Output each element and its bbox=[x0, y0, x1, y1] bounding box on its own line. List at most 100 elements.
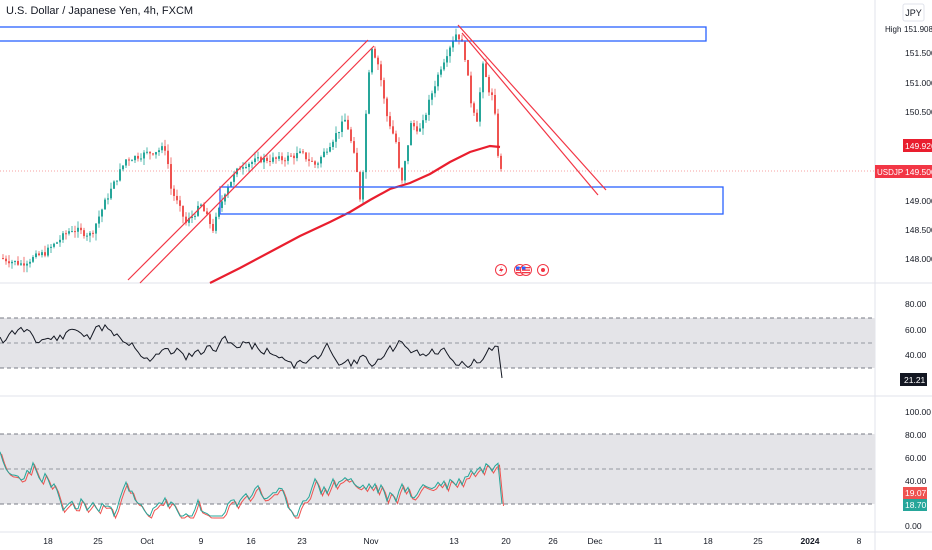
candle-body bbox=[239, 168, 241, 170]
stoch-tick: 0.00 bbox=[905, 521, 922, 531]
falling-channel-upper[interactable] bbox=[457, 24, 607, 191]
candle-body bbox=[377, 57, 379, 65]
candle-body bbox=[164, 146, 166, 151]
stoch-d-badge bbox=[903, 499, 927, 511]
time-label: 13 bbox=[449, 536, 459, 546]
candle-body bbox=[329, 147, 331, 152]
candle-body bbox=[23, 263, 25, 266]
stoch-tick: 80.00 bbox=[905, 430, 927, 440]
candle-body bbox=[149, 151, 151, 154]
price-scale[interactable]: JPY High 151.908 151.500 151.000 150.500… bbox=[875, 3, 932, 264]
candle-body bbox=[434, 86, 436, 94]
candle-body bbox=[254, 158, 256, 163]
candle-body bbox=[326, 151, 328, 153]
resistance-zone-box[interactable] bbox=[0, 26, 707, 42]
high-value: 151.908 bbox=[904, 25, 932, 34]
rising-channel-upper[interactable] bbox=[127, 39, 369, 281]
candle-body bbox=[20, 263, 22, 265]
candle-body bbox=[446, 56, 448, 63]
stoch-scale[interactable]: 100.00 80.00 60.00 40.00 19.07 18.70 0.0… bbox=[903, 407, 931, 531]
currency-box[interactable] bbox=[902, 3, 925, 22]
candle-body bbox=[317, 163, 319, 165]
candle-body bbox=[32, 257, 34, 262]
candle-body bbox=[302, 151, 304, 153]
candle-body bbox=[173, 188, 175, 196]
candle-body bbox=[275, 157, 277, 159]
rsi-tick: 80.00 bbox=[905, 299, 927, 309]
calendar-event-icon[interactable] bbox=[537, 264, 549, 276]
candle-body bbox=[197, 205, 199, 216]
time-label: 9 bbox=[199, 536, 204, 546]
candle-body bbox=[89, 232, 91, 236]
candle-body bbox=[209, 214, 211, 224]
candle-body bbox=[350, 129, 352, 142]
price-tick: 149.000 bbox=[905, 196, 932, 206]
candle-body bbox=[221, 201, 223, 208]
support-zone-box[interactable] bbox=[219, 186, 724, 215]
candle-body bbox=[419, 128, 421, 132]
candle-body bbox=[83, 230, 85, 237]
rsi-tick: 40.00 bbox=[905, 350, 927, 360]
time-axis[interactable]: 18 25 Oct 9 16 23 Nov 13 20 26 Dec 11 18… bbox=[43, 536, 861, 546]
candle-body bbox=[338, 131, 340, 134]
rising-channel-lower[interactable] bbox=[139, 45, 375, 284]
falling-channel-lower[interactable] bbox=[461, 32, 599, 196]
candle-body bbox=[470, 75, 472, 104]
candle-body bbox=[215, 216, 217, 231]
candle-body bbox=[455, 34, 457, 42]
candle-body bbox=[218, 207, 220, 217]
candle-body bbox=[488, 77, 490, 93]
candle-body bbox=[146, 151, 148, 153]
candle-body bbox=[110, 188, 112, 199]
candle-body bbox=[17, 260, 19, 265]
candle-body bbox=[29, 261, 31, 264]
us-flag-icon[interactable] bbox=[520, 264, 532, 276]
candle-body bbox=[143, 152, 145, 159]
time-label: Nov bbox=[363, 536, 379, 546]
candle-body bbox=[101, 209, 103, 217]
candle-body bbox=[428, 99, 430, 115]
candle-body bbox=[212, 223, 214, 231]
candle-body bbox=[167, 150, 169, 165]
candle-body bbox=[491, 92, 493, 95]
candle-body bbox=[59, 239, 61, 243]
candle-body bbox=[206, 211, 208, 215]
rsi-scale[interactable]: 80.00 60.00 40.00 21.21 bbox=[900, 299, 927, 386]
candle-body bbox=[170, 164, 172, 189]
candle-body bbox=[98, 216, 100, 224]
candle-body bbox=[50, 246, 52, 248]
rsi-tick: 60.00 bbox=[905, 325, 927, 335]
candle-body bbox=[188, 217, 190, 223]
candle-body bbox=[404, 161, 406, 181]
last-price: 149.500 bbox=[905, 167, 932, 177]
price-tick: 151.500 bbox=[905, 48, 932, 58]
candle-body bbox=[11, 261, 13, 264]
candle-body bbox=[251, 162, 253, 164]
high-label: High bbox=[885, 25, 901, 34]
candle-body bbox=[8, 261, 10, 264]
candle-body bbox=[80, 227, 82, 231]
candles-group bbox=[2, 28, 502, 273]
stoch-k-badge bbox=[903, 487, 927, 499]
candle-body bbox=[467, 60, 469, 76]
last-price-badge bbox=[903, 165, 932, 178]
candle-body bbox=[500, 155, 502, 169]
lightning-icon[interactable] bbox=[495, 264, 507, 276]
candle-body bbox=[140, 158, 142, 160]
candle-body bbox=[68, 231, 70, 234]
candle-body bbox=[473, 103, 475, 113]
candle-body bbox=[482, 63, 484, 93]
candle-body bbox=[152, 153, 154, 155]
candle-body bbox=[374, 48, 376, 58]
candle-body bbox=[71, 231, 73, 233]
candle-body bbox=[272, 157, 274, 162]
time-label: 18 bbox=[703, 536, 713, 546]
candle-body bbox=[53, 243, 55, 247]
candle-body bbox=[194, 215, 196, 217]
time-label: 25 bbox=[753, 536, 763, 546]
candle-body bbox=[347, 119, 349, 130]
candle-body bbox=[245, 167, 247, 169]
chart-title: U.S. Dollar / Japanese Yen, 4h, FXCM bbox=[6, 5, 194, 17]
candle-body bbox=[284, 160, 286, 162]
